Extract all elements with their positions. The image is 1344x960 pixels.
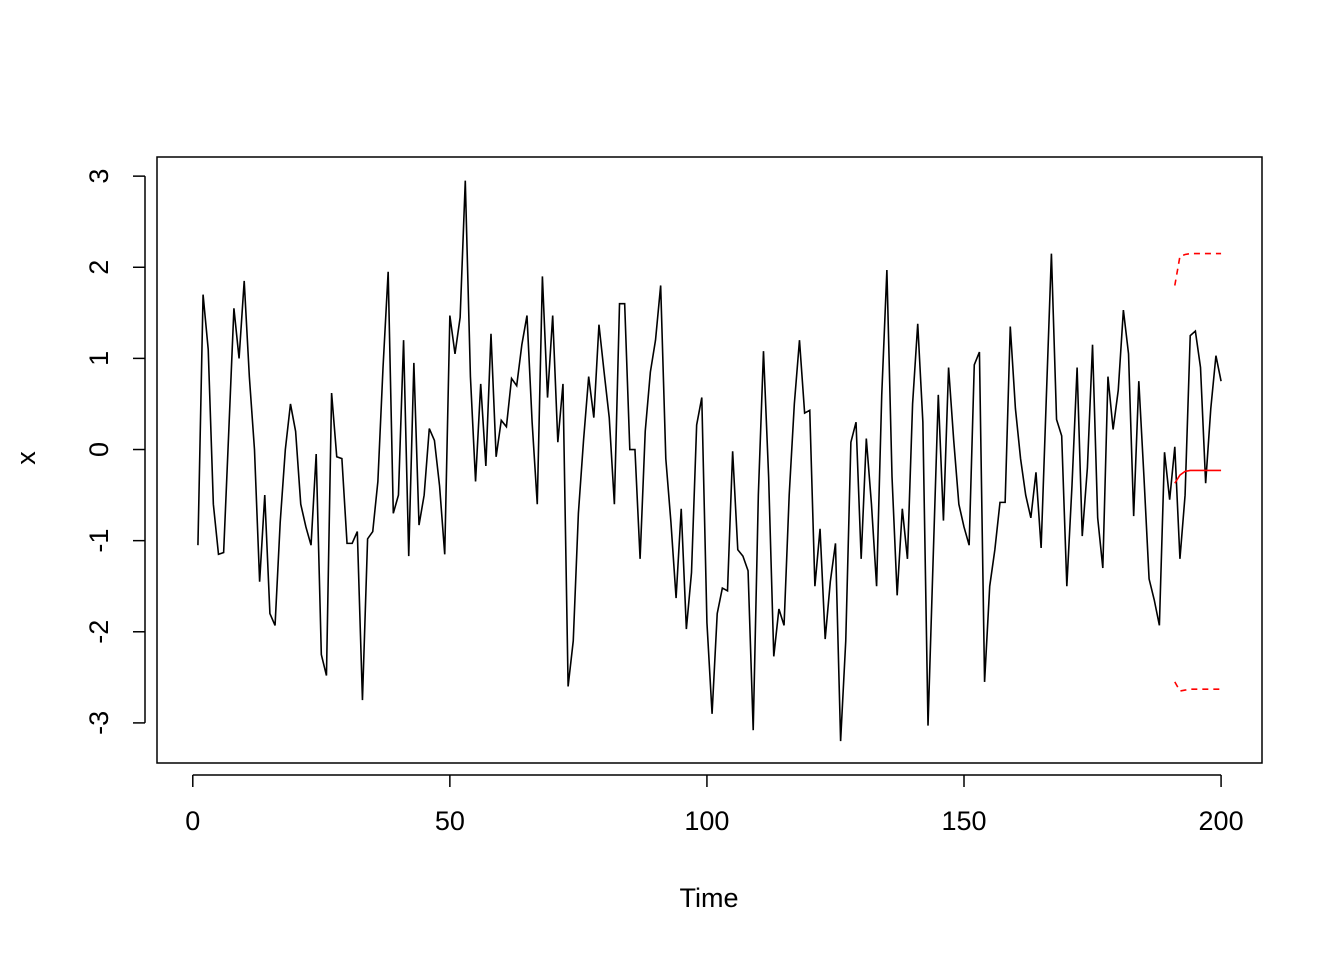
series-line	[1174, 469, 1222, 484]
y-tick-label: 3	[84, 169, 114, 184]
series-line	[197, 180, 1222, 742]
series-line	[1174, 252, 1222, 286]
y-axis-label: x	[11, 451, 41, 465]
y-tick-label: 1	[84, 351, 114, 366]
y-tick-label: 0	[84, 442, 114, 457]
y-tick-label: 2	[84, 260, 114, 275]
series-line	[1174, 681, 1222, 692]
x-tick-label: 0	[185, 806, 200, 836]
y-tick-label: -2	[84, 620, 114, 644]
x-tick-label: 150	[941, 806, 986, 836]
plot-box	[156, 156, 1263, 764]
x-tick-label: 50	[435, 806, 465, 836]
y-tick-label: -1	[84, 529, 114, 553]
x-tick-label: 200	[1199, 806, 1244, 836]
x-axis-label: Time	[680, 883, 739, 913]
x-tick-label: 100	[684, 806, 729, 836]
y-tick-label: -3	[84, 711, 114, 735]
